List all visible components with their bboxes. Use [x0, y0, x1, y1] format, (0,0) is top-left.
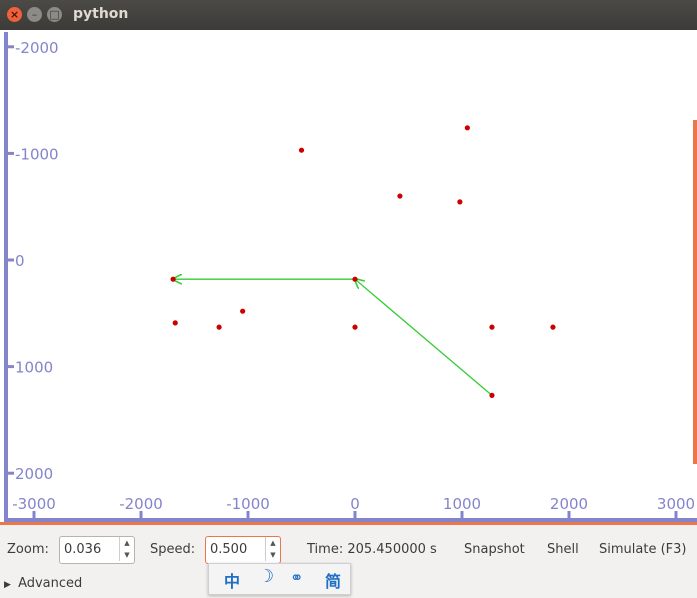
control-panel: Zoom: ▲ ▼ Speed: ▲ ▼ Time: 205.450000 s …	[0, 525, 697, 598]
input-method-toolbar: 中 ☽ ⚭ 简	[208, 563, 351, 595]
x-tick-label: 3000	[657, 495, 695, 513]
title-bar: × – □ python	[0, 0, 697, 30]
zoom-spinbox[interactable]: ▲ ▼	[59, 536, 135, 564]
x-tick-label: 1000	[443, 495, 481, 513]
speed-label: Speed:	[150, 542, 196, 557]
simulation-canvas[interactable]: -2000 -1000 0 1000 2000 -3000 -2000 -1000 0 1000 2…	[0, 30, 697, 522]
maximize-icon[interactable]: □	[47, 7, 62, 22]
x-tick-mark	[246, 511, 250, 518]
y-tick-label: 1000	[15, 359, 53, 377]
waypoint	[457, 199, 463, 205]
waypoint	[489, 324, 495, 330]
waypoint	[352, 324, 358, 330]
canvas-bottom-border	[0, 522, 697, 525]
y-axis-line	[4, 32, 8, 520]
zoom-label: Zoom:	[7, 542, 49, 557]
waypoint	[240, 308, 246, 314]
speed-spinbox[interactable]: ▲ ▼	[205, 536, 281, 564]
y-tick-label: -2000	[15, 39, 59, 57]
simulate-button[interactable]: Simulate (F3)	[599, 542, 687, 557]
waypoint	[298, 147, 305, 153]
waypoint	[550, 324, 556, 330]
window-title: python	[73, 6, 129, 22]
x-tick-mark	[460, 511, 464, 518]
x-tick-mark	[674, 511, 678, 518]
time-readout: Time: 205.450000 s	[307, 542, 437, 557]
y-tick-mark	[8, 151, 14, 155]
x-tick-label: 2000	[550, 495, 588, 513]
waypoint	[397, 193, 403, 199]
snapshot-button[interactable]: Snapshot	[464, 542, 525, 557]
x-axis-line	[4, 518, 697, 522]
expander-arrow-icon: ▶	[4, 580, 11, 590]
speed-stepper[interactable]: ▲ ▼	[265, 537, 280, 561]
y-tick-label: 2000	[15, 465, 53, 483]
x-tick-mark	[353, 511, 357, 518]
zoom-input[interactable]	[60, 537, 120, 561]
minimize-icon[interactable]: –	[27, 7, 42, 22]
y-tick-label: -1000	[15, 145, 59, 163]
y-tick-label: 0	[15, 252, 25, 270]
x-tick-label: -2000	[119, 495, 163, 513]
x-tick-label: -3000	[12, 495, 56, 513]
advanced-label: Advanced	[18, 576, 83, 591]
x-tick-mark	[567, 511, 571, 518]
ime-punctuation-icon[interactable]: ⚭	[290, 568, 304, 587]
speed-down-icon[interactable]: ▼	[270, 551, 276, 559]
x-tick-mark	[32, 511, 36, 518]
y-tick-mark	[8, 45, 14, 49]
x-tick-label: -1000	[226, 495, 270, 513]
zoom-down-icon[interactable]: ▼	[124, 551, 130, 559]
waypoint	[172, 320, 178, 326]
speed-up-icon[interactable]: ▲	[270, 539, 276, 547]
simulation-plot[interactable]: -2000 -1000 0 1000 2000 -3000 -2000 -1000 0 1000 2…	[0, 30, 697, 522]
y-tick-mark	[8, 258, 14, 262]
waypoint	[170, 276, 176, 282]
waypoint	[489, 392, 495, 398]
waypoint	[464, 125, 470, 131]
ime-simplified-icon[interactable]: 简	[325, 572, 342, 591]
waypoint	[216, 324, 222, 330]
ime-chinese-mode-icon[interactable]: 中	[224, 572, 241, 591]
x-tick-mark	[139, 511, 143, 518]
zoom-stepper[interactable]: ▲ ▼	[119, 537, 134, 561]
shell-button[interactable]: Shell	[547, 542, 579, 557]
x-tick-label: 0	[350, 495, 360, 513]
right-edge-marker	[693, 120, 697, 464]
close-icon[interactable]: ×	[7, 7, 22, 22]
advanced-expander[interactable]: ▶ Advanced	[4, 576, 82, 591]
path-segment	[355, 279, 493, 396]
ime-half-width-icon[interactable]: ☽	[258, 566, 275, 587]
waypoint	[352, 276, 358, 282]
y-tick-mark	[8, 471, 14, 475]
y-tick-mark	[8, 365, 14, 369]
zoom-up-icon[interactable]: ▲	[124, 539, 130, 547]
speed-input[interactable]	[206, 537, 266, 561]
